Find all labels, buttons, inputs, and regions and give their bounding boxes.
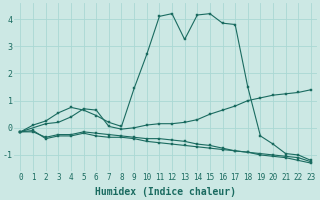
X-axis label: Humidex (Indice chaleur): Humidex (Indice chaleur) bbox=[95, 187, 236, 197]
